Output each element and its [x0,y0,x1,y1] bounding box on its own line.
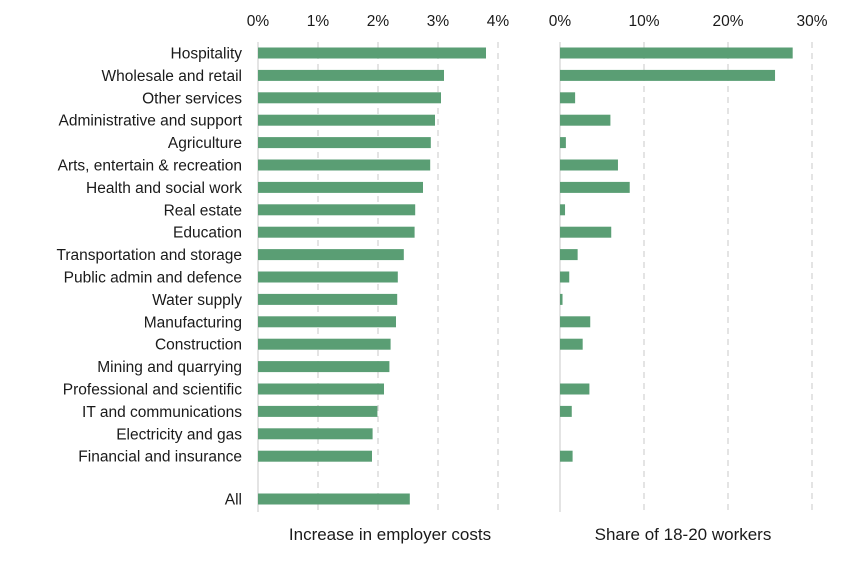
costs-bar-education [258,226,415,238]
share-bar-education [560,226,612,238]
category-label-transportation-and-storage: Transportation and storage [56,247,242,264]
costs-bar-professional-and-scientific [258,383,384,395]
costs-bar-arts-entertain-and-recreation [258,159,431,171]
category-label-wholesale-and-retail: Wholesale and retail [102,68,242,85]
category-label-construction: Construction [155,337,242,354]
share-bar-real-estate [560,204,566,216]
share-bar-construction [560,338,583,350]
share-axis-title: Share of 18-20 workers [595,525,772,544]
share-tick-label: 30% [796,13,827,30]
category-label-arts-entertain-and-recreation: Arts, entertain & recreation [58,158,242,175]
share-bar-agriculture [560,137,566,149]
category-label-water-supply: Water supply [152,292,242,309]
costs-bar-administrative-and-support [258,114,435,126]
costs-bar-construction [258,338,391,350]
share-bar-professional-and-scientific [560,383,590,395]
category-label-public-admin-and-defence: Public admin and defence [64,270,242,287]
costs-bar-health-and-social-work [258,181,423,193]
costs-bar-hospitality [258,47,486,59]
costs-bar-manufacturing [258,316,396,328]
costs-tick-label: 3% [427,13,450,30]
young-workers-share-panel: 0% 10% 20% 30% Share of 18-20 workers [549,13,828,544]
share-bar-water-supply [560,293,563,305]
category-label-all: All [225,492,242,509]
costs-bar-water-supply [258,293,398,305]
category-label-financial-and-insurance: Financial and insurance [78,449,242,466]
category-label-manufacturing: Manufacturing [144,314,242,331]
share-bar-public-admin-and-defence [560,271,570,283]
costs-bar-agriculture [258,137,431,149]
share-bar-other-services [560,92,576,104]
share-bar-health-and-social-work [560,181,630,193]
share-bar-it-and-communications [560,405,572,417]
share-tick-label: 20% [712,13,743,30]
category-label-hospitality: Hospitality [171,46,243,63]
costs-tick-label: 1% [307,13,330,30]
costs-bar-electricity-and-gas [258,428,373,440]
costs-axis-title: Increase in employer costs [289,525,491,544]
costs-tick-label: 0% [247,13,270,30]
category-label-real-estate: Real estate [164,202,242,219]
costs-bar-real-estate [258,204,416,216]
share-bar-hospitality [560,47,793,59]
category-label-it-and-communications: IT and communications [82,404,242,421]
category-label-mining-and-quarrying: Mining and quarrying [97,359,242,376]
costs-bar-public-admin-and-defence [258,271,398,283]
costs-bar-other-services [258,92,441,104]
category-label-professional-and-scientific: Professional and scientific [63,382,242,399]
costs-bar-it-and-communications [258,405,378,417]
category-label-other-services: Other services [142,90,242,107]
costs-tick-label: 4% [487,13,510,30]
category-label-agriculture: Agriculture [168,135,242,152]
share-bar-arts-entertain-and-recreation [560,159,618,171]
costs-tick-label: 2% [367,13,390,30]
share-bar-financial-and-insurance [560,450,573,462]
employer-costs-panel: 0% 1% 2% 3% 4% Hospitality Wholesale and retai… [56,13,509,544]
category-label-administrative-and-support: Administrative and support [58,113,242,130]
costs-bar-mining-and-quarrying [258,361,390,373]
share-bar-administrative-and-support [560,114,611,126]
category-label-electricity-and-gas: Electricity and gas [116,426,242,443]
share-tick-label: 10% [628,13,659,30]
costs-bar-financial-and-insurance [258,450,372,462]
share-bar-transportation-and-storage [560,249,578,261]
share-bar-manufacturing [560,316,591,328]
share-bar-wholesale-and-retail [560,69,776,81]
category-label-education: Education [173,225,242,242]
share-tick-label: 0% [549,13,572,30]
category-label-health-and-social-work: Health and social work [86,180,242,197]
costs-bar-all [258,493,410,505]
costs-bar-transportation-and-storage [258,249,404,261]
costs-bar-wholesale-and-retail [258,69,444,81]
